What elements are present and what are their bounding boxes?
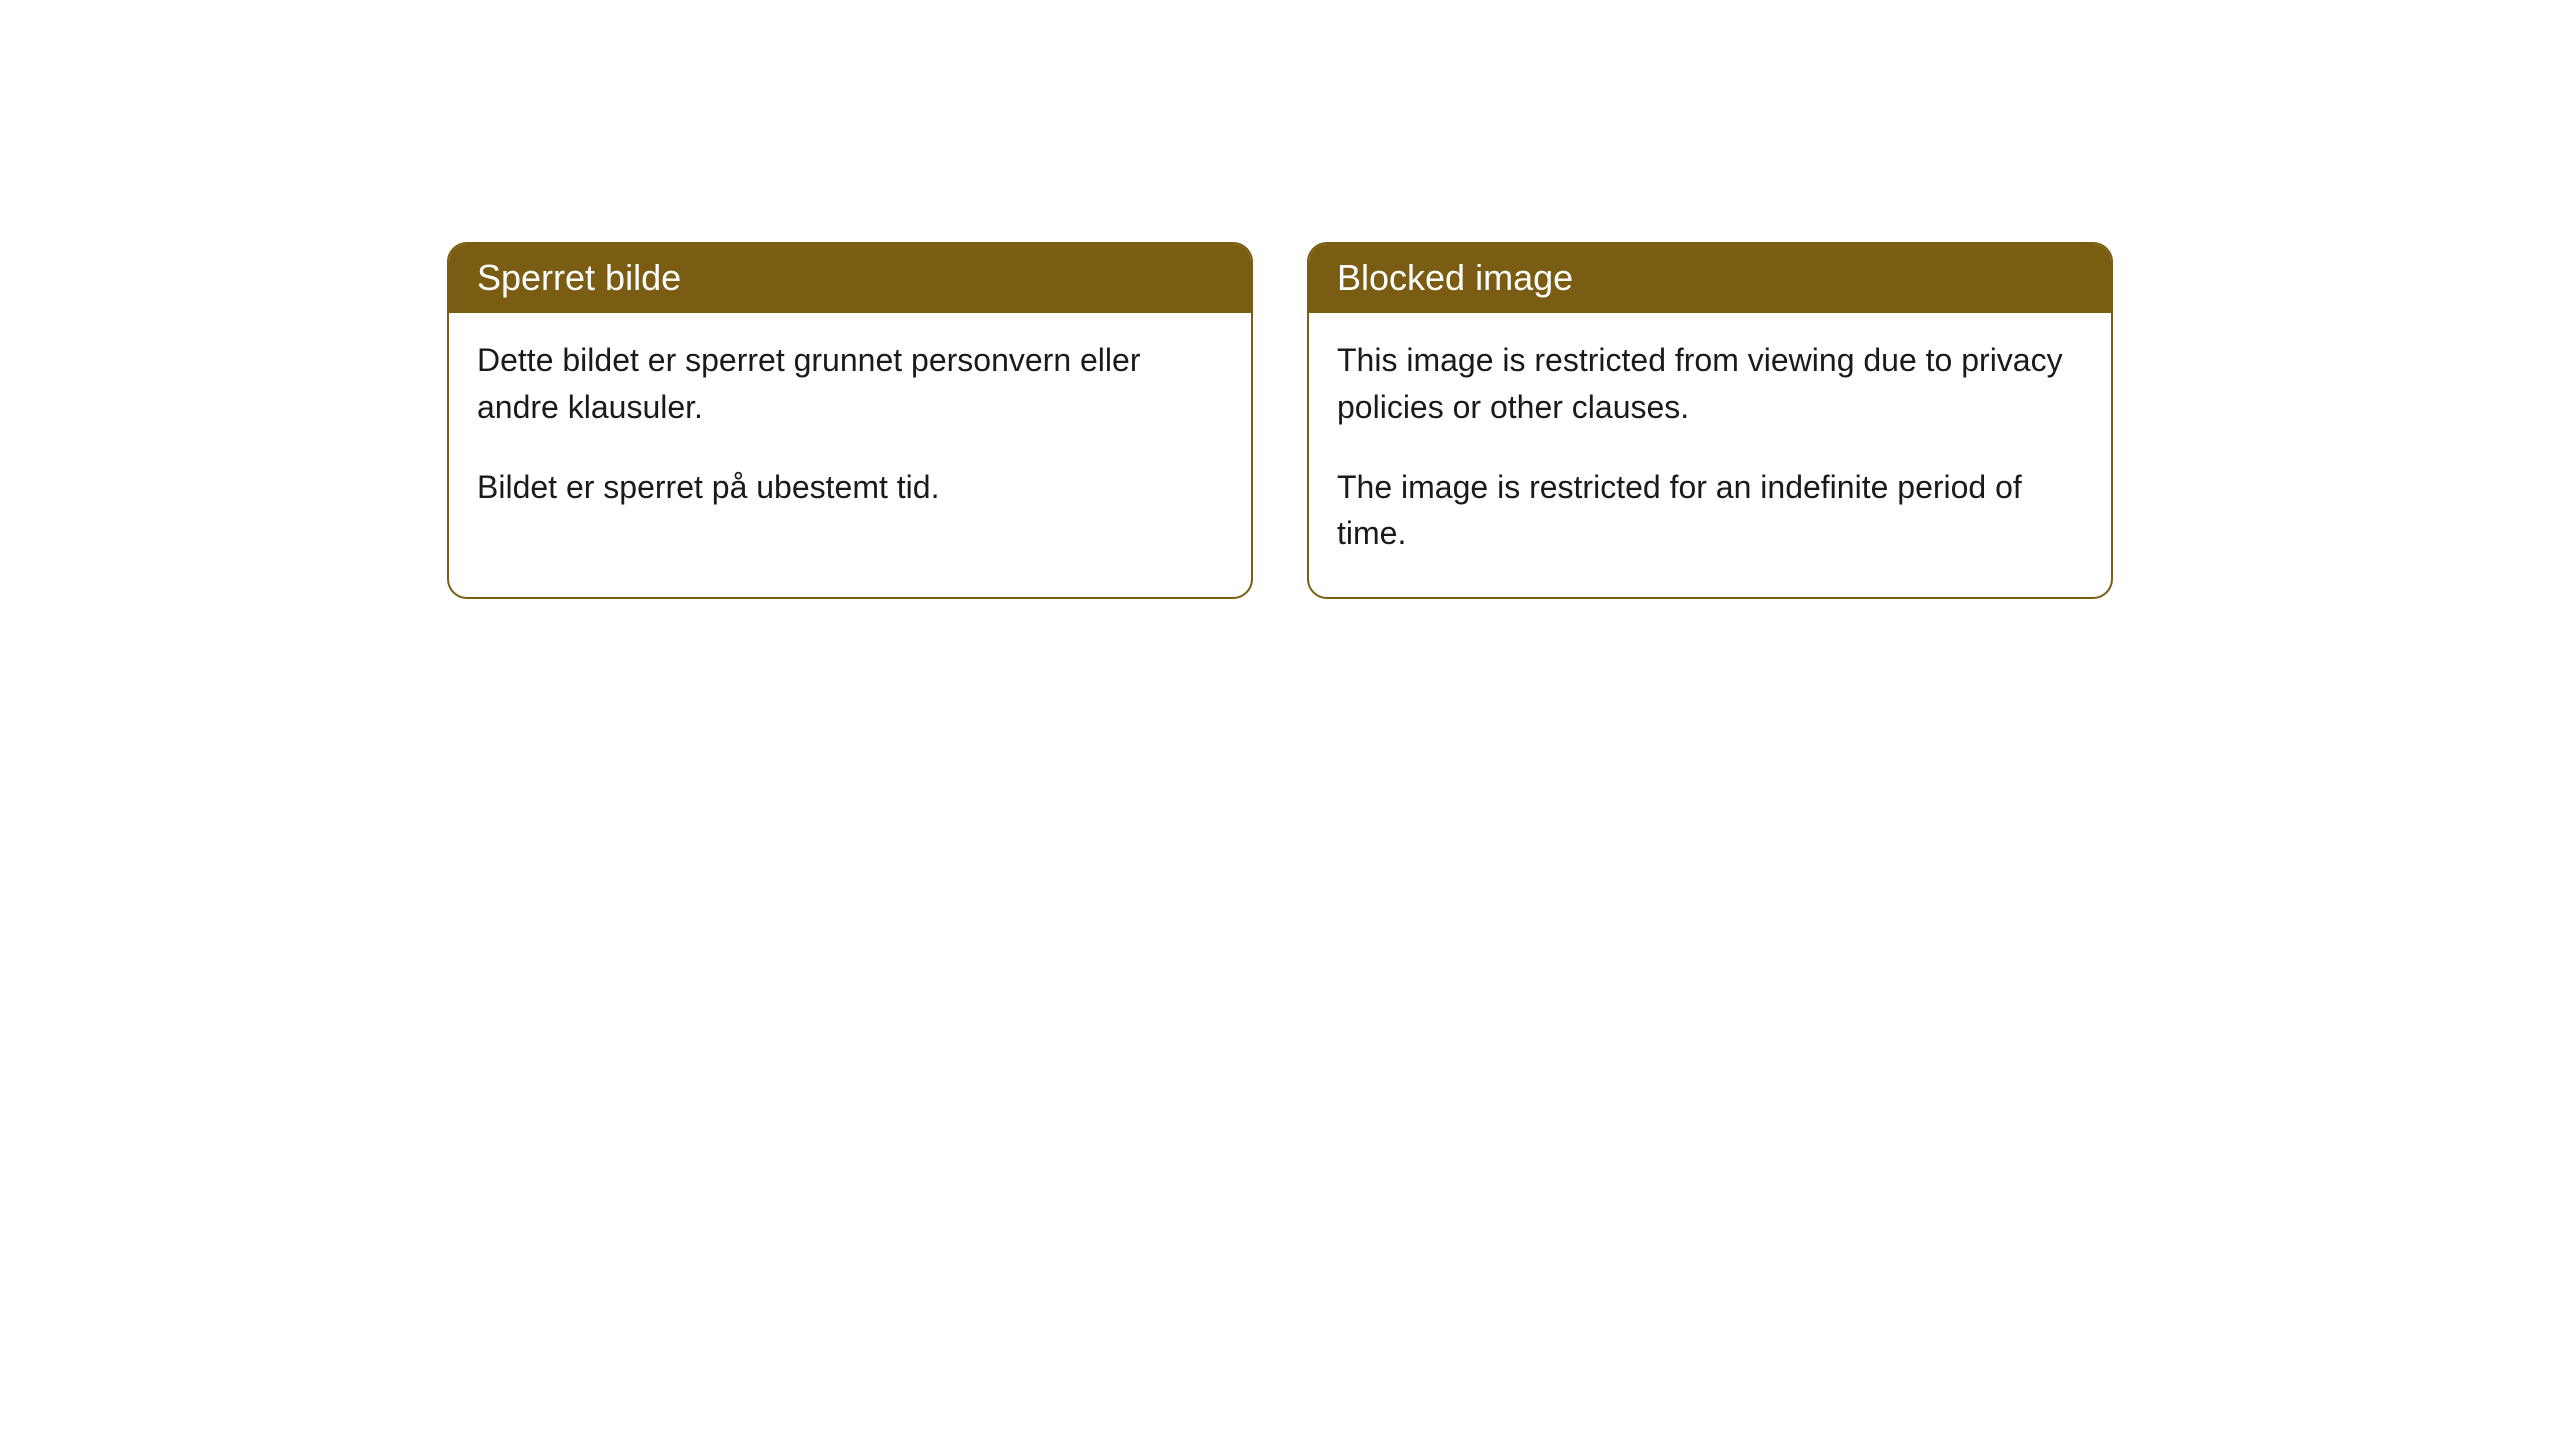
notice-card-no: Sperret bilde Dette bildet er sperret gr… [447,242,1253,599]
card-paragraph: The image is restricted for an indefinit… [1337,464,2083,557]
card-paragraph: Bildet er sperret på ubestemt tid. [477,464,1223,510]
card-paragraph: This image is restricted from viewing du… [1337,337,2083,430]
notice-cards-container: Sperret bilde Dette bildet er sperret gr… [447,242,2113,599]
card-body-no: Dette bildet er sperret grunnet personve… [449,313,1251,550]
card-header-en: Blocked image [1309,244,2111,313]
card-paragraph: Dette bildet er sperret grunnet personve… [477,337,1223,430]
card-body-en: This image is restricted from viewing du… [1309,313,2111,597]
card-header-no: Sperret bilde [449,244,1251,313]
notice-card-en: Blocked image This image is restricted f… [1307,242,2113,599]
